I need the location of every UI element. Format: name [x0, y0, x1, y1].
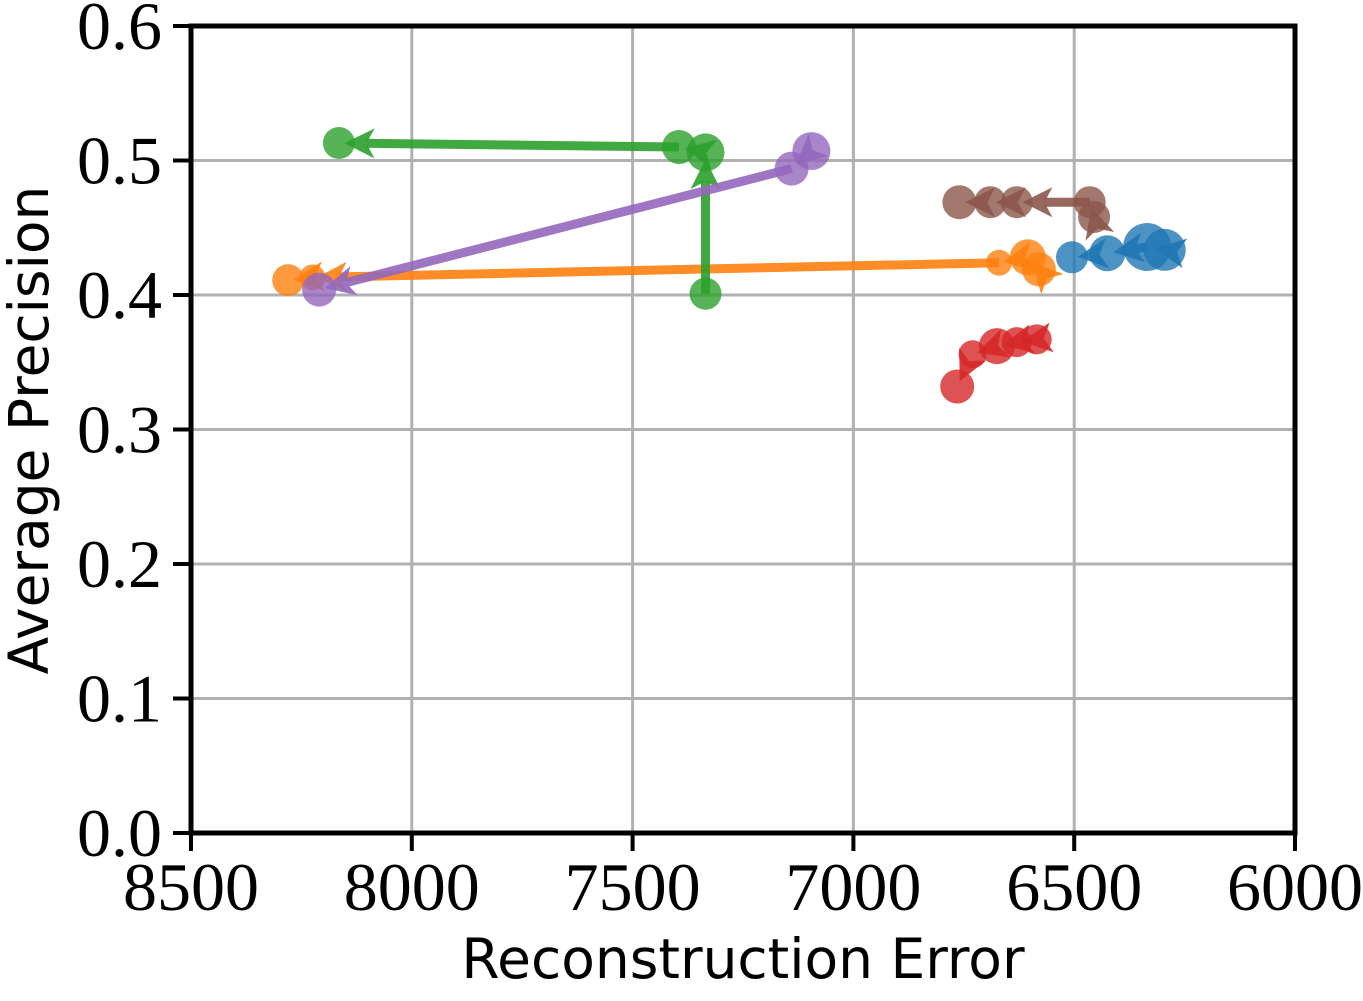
purple-arrow-line: [344, 164, 793, 288]
series-brown: [942, 185, 1115, 241]
purple-arrowhead-icon: [324, 266, 358, 296]
y-tick-label: 0.0: [77, 795, 162, 871]
axis-ticks: 8500 8000 7500 7000 6500 6000 0.0 0.1 0.2 0.3 0.4 0…: [77, 0, 1363, 925]
blue-arrowhead-icon: [1155, 238, 1188, 269]
x-tick-label: 6000: [1227, 849, 1363, 925]
x-tick-label: 7500: [565, 849, 701, 925]
purple-arrowhead-icon: [796, 133, 829, 165]
red-arrowhead-icon: [1003, 324, 1036, 354]
x-tick-label: 7000: [785, 849, 921, 925]
y-tick-label: 0.1: [77, 661, 162, 737]
orange-arrowhead-icon: [1003, 241, 1036, 272]
green-marker: [322, 127, 355, 159]
orange-arrow-line: [338, 258, 1000, 282]
x-axis-label: Reconstruction Error: [461, 927, 1025, 991]
brown-arrowhead-icon: [1085, 207, 1115, 241]
blue-arrowhead-icon: [1077, 238, 1110, 269]
series-blue: [1056, 223, 1188, 274]
blue-arrowhead-icon: [1113, 232, 1146, 263]
y-tick-label: 0.3: [77, 392, 162, 468]
y-tick-label: 0.2: [77, 526, 162, 602]
orange-marker: [272, 264, 305, 297]
y-axis-label: Average Precision: [0, 186, 61, 675]
orange-arrowhead-icon: [1032, 262, 1064, 295]
y-tick-label: 0.4: [77, 257, 162, 333]
red-marker: [940, 369, 975, 404]
green-arrowhead-icon: [684, 139, 718, 169]
x-tick-label: 8000: [344, 849, 480, 925]
brown-marker: [942, 185, 977, 220]
y-tick-label: 0.5: [77, 123, 162, 199]
series-purple: [302, 132, 831, 307]
y-tick-label: 0.6: [77, 0, 162, 64]
blue-arrow-line: [1134, 242, 1148, 254]
brown-arrowhead-icon: [995, 187, 1026, 218]
purple-marker: [302, 272, 337, 307]
x-tick-label: 6500: [1006, 849, 1142, 925]
green-arrowhead-icon: [690, 159, 721, 190]
red-arrowhead-icon: [959, 347, 987, 382]
brown-arrowhead-icon: [1022, 187, 1053, 218]
brown-arrowhead-icon: [965, 187, 996, 218]
blue-marker: [1056, 241, 1088, 274]
red-arrowhead-icon: [977, 328, 1011, 358]
x-tick-label: 8500: [123, 849, 259, 925]
green-arrow-line: [366, 138, 680, 152]
green-arrowhead-icon: [344, 128, 375, 159]
series-green: [322, 127, 725, 310]
chart-layer: 8500 8000 7500 7000 6500 6000 0.0 0.1 0.2 0.3 0.4 0…: [77, 0, 1363, 925]
red-arrowhead-icon: [1022, 322, 1054, 353]
series-red: [940, 322, 1054, 404]
